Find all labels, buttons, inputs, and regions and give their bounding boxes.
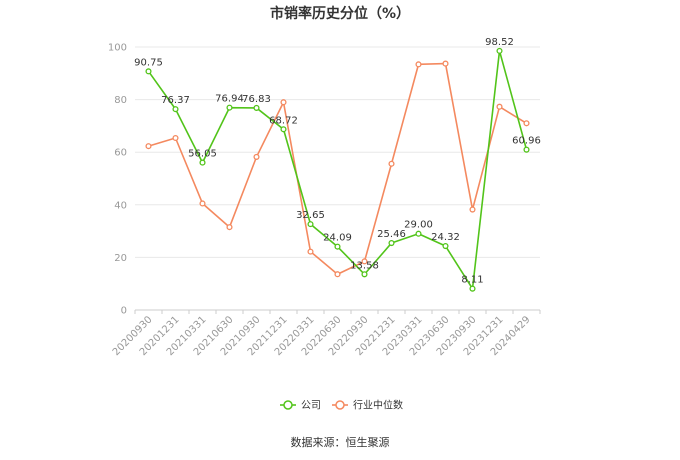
data-label: 56.05 bbox=[188, 149, 217, 160]
data-label: 32.65 bbox=[296, 210, 325, 221]
data-point[interactable] bbox=[199, 200, 206, 207]
data-point[interactable] bbox=[388, 160, 395, 167]
source-note: 数据来源：恒生聚源 bbox=[291, 435, 390, 449]
data-point[interactable] bbox=[442, 242, 449, 250]
legend-label: 行业中位数 bbox=[353, 399, 403, 412]
data-point[interactable] bbox=[307, 221, 314, 228]
data-point[interactable] bbox=[388, 239, 395, 247]
data-label: 76.83 bbox=[242, 94, 271, 105]
data-label: 76.94 bbox=[215, 94, 244, 105]
data-label: 60.96 bbox=[512, 136, 541, 147]
y-tick-label: 20 bbox=[114, 253, 127, 264]
data-point[interactable] bbox=[226, 104, 233, 111]
data-point[interactable] bbox=[199, 159, 206, 166]
series-line bbox=[147, 50, 528, 290]
data-label: 29.00 bbox=[404, 220, 433, 231]
legend[interactable]: 公司 行业中位数 bbox=[280, 399, 403, 412]
data-label: 25.46 bbox=[377, 229, 406, 240]
data-point[interactable] bbox=[253, 153, 260, 160]
data-point[interactable] bbox=[172, 134, 179, 142]
chart-title: 市销率历史分位（%） bbox=[270, 5, 410, 22]
y-tick-label: 80 bbox=[114, 95, 127, 106]
data-label: 68.72 bbox=[269, 115, 298, 126]
data-point[interactable] bbox=[334, 243, 341, 250]
data-point[interactable] bbox=[307, 248, 314, 255]
data-point[interactable] bbox=[361, 271, 368, 278]
data-point[interactable] bbox=[280, 99, 287, 106]
data-point[interactable] bbox=[415, 61, 422, 68]
data-label: 8.11 bbox=[461, 275, 483, 286]
y-tick-label: 100 bbox=[108, 43, 127, 54]
series-1 bbox=[145, 60, 530, 278]
data-point[interactable] bbox=[226, 224, 233, 231]
data-point[interactable] bbox=[172, 106, 179, 113]
data-point[interactable] bbox=[496, 103, 503, 110]
data-label: 76.37 bbox=[161, 95, 190, 106]
data-point[interactable] bbox=[361, 258, 368, 265]
data-point[interactable] bbox=[469, 285, 476, 292]
legend-label: 公司 bbox=[301, 401, 321, 412]
data-point[interactable] bbox=[334, 271, 341, 278]
data-point[interactable] bbox=[469, 206, 476, 213]
legend-marker bbox=[283, 400, 293, 410]
data-point[interactable] bbox=[415, 230, 422, 237]
data-point[interactable] bbox=[253, 104, 260, 111]
x-axis: 2020093020201231202103312021063020210930… bbox=[111, 309, 541, 358]
y-tick-label: 60 bbox=[114, 148, 127, 159]
legend-marker bbox=[335, 400, 345, 410]
legend-item-0[interactable]: 公司 bbox=[280, 400, 321, 412]
data-point[interactable] bbox=[145, 143, 152, 150]
data-point[interactable] bbox=[442, 60, 449, 67]
data-label: 13.58 bbox=[350, 260, 379, 271]
data-point[interactable] bbox=[280, 126, 287, 133]
data-point[interactable] bbox=[523, 120, 530, 127]
data-label: 24.32 bbox=[431, 232, 460, 243]
data-label: 98.52 bbox=[485, 37, 514, 48]
data-label: 90.75 bbox=[134, 57, 163, 68]
data-point[interactable] bbox=[145, 68, 152, 75]
data-label: 24.09 bbox=[323, 233, 352, 244]
y-tick-label: 40 bbox=[114, 200, 127, 211]
y-tick-label: 0 bbox=[121, 306, 127, 317]
y-axis: 0 20 40 60 80 100 bbox=[108, 43, 127, 317]
legend-item-1[interactable]: 行业中位数 bbox=[332, 399, 403, 412]
data-point[interactable] bbox=[523, 146, 530, 153]
data-point[interactable] bbox=[496, 47, 503, 54]
